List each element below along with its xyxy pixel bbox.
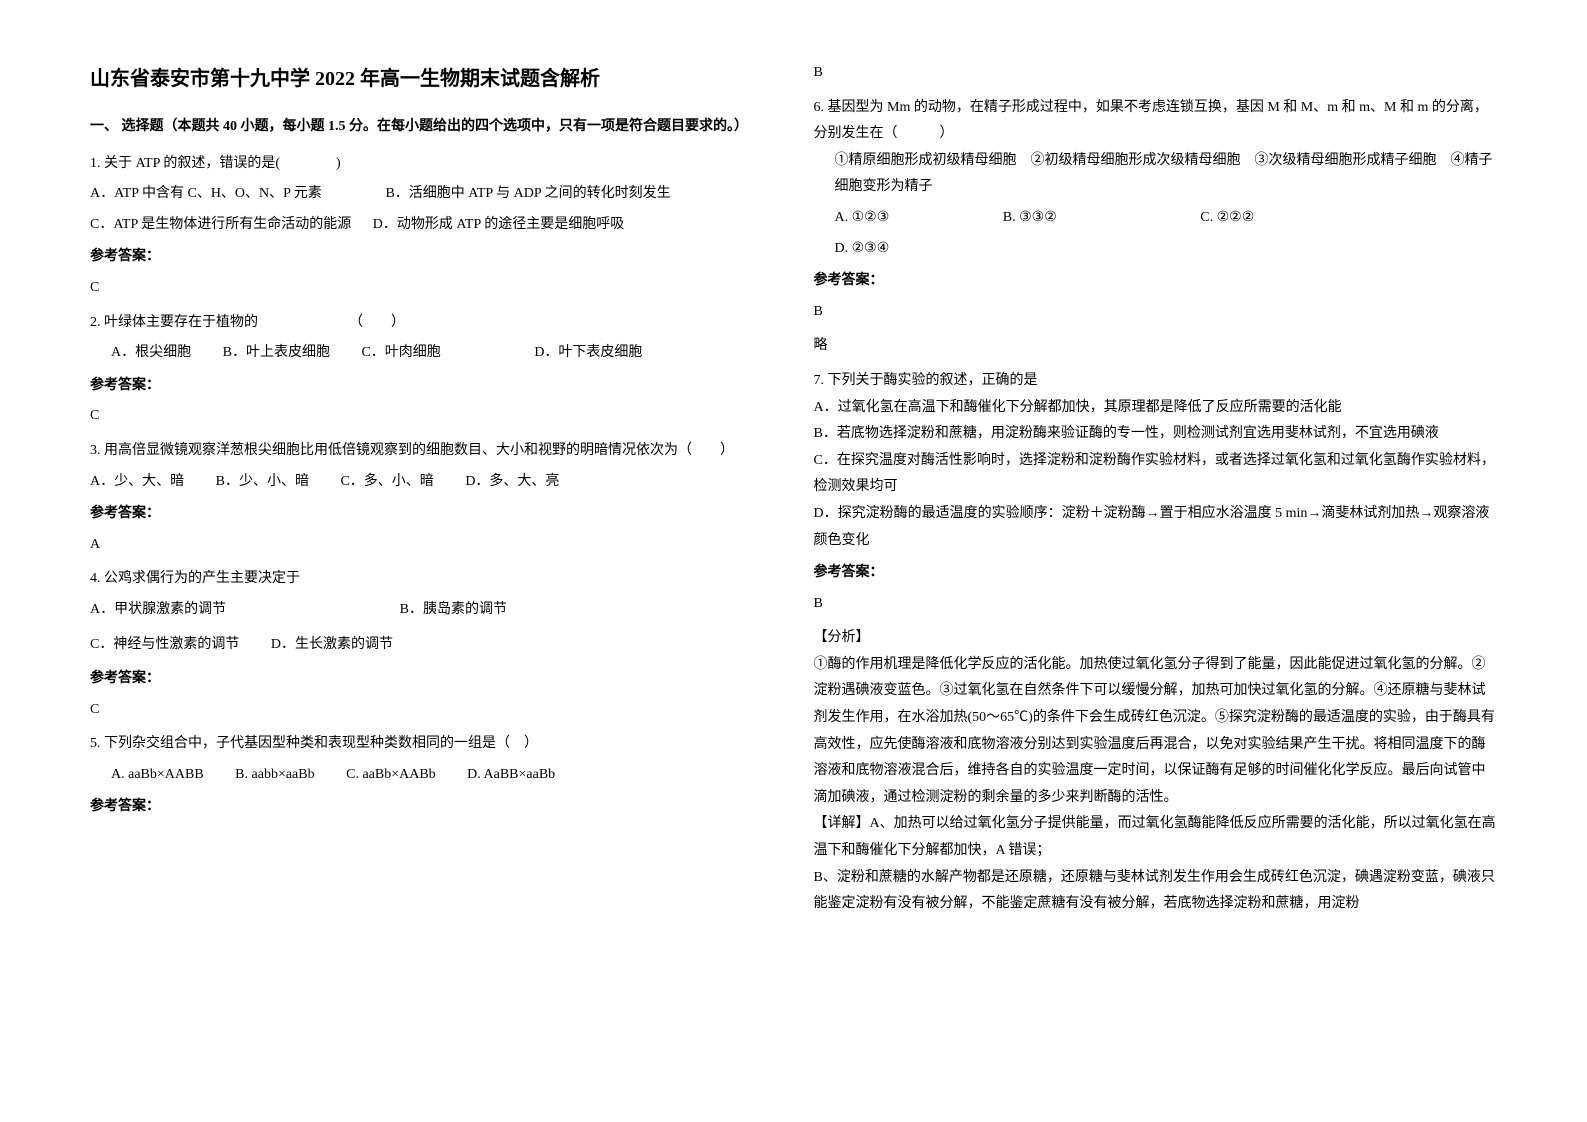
q5-optA: A. aaBb×AABB bbox=[111, 762, 204, 789]
q5-optB: B. aabb×aaBb bbox=[235, 762, 314, 789]
q1-stem: 1. 关于 ATP 的叙述，错误的是( ) bbox=[90, 151, 774, 178]
q6-optD: D. ②③④ bbox=[835, 236, 890, 263]
q5-optD: D. AaBB×aaBb bbox=[467, 762, 555, 789]
q1-answer: C bbox=[90, 275, 774, 302]
doc-title: 山东省泰安市第十九中学 2022 年高一生物期末试题含解析 bbox=[90, 60, 774, 98]
q2-optA: A．根尖细胞 bbox=[111, 340, 191, 367]
q2-optD: D．叶下表皮细胞 bbox=[534, 340, 642, 367]
q1-optC: C．ATP 是生物体进行所有生命活动的能源 bbox=[90, 212, 351, 239]
q3-optB: B．少、小、暗 bbox=[216, 469, 309, 496]
q2-answer: C bbox=[90, 403, 774, 430]
q4-answer-label: 参考答案： bbox=[90, 666, 774, 693]
q7-answer-label: 参考答案： bbox=[814, 560, 1498, 587]
left-column: 山东省泰安市第十九中学 2022 年高一生物期末试题含解析 一、 选择题（本题共… bbox=[90, 60, 774, 1062]
q1-optB: B．活细胞中 ATP 与 ADP 之间的转化时刻发生 bbox=[385, 181, 670, 208]
q6-options-row1: A. ①②③ B. ③③② C. ②②② bbox=[814, 205, 1498, 232]
q7-optA: A．过氧化氢在高温下和酶催化下分解都加快，其原理都是降低了反应所需要的活化能 bbox=[814, 395, 1498, 422]
q5-optC: C. aaBb×AABb bbox=[346, 762, 436, 789]
q4-options-row2: C．神经与性激素的调节 D．生长激素的调节 bbox=[90, 632, 774, 659]
q4-optD: D．生长激素的调节 bbox=[271, 632, 393, 659]
q7-optB: B．若底物选择淀粉和蔗糖，用淀粉酶来验证酶的专一性，则检测试剂宜选用斐林试剂，不… bbox=[814, 421, 1498, 448]
q3-answer: A bbox=[90, 532, 774, 559]
q3-options: A．少、大、暗 B．少、小、暗 C．多、小、暗 D．多、大、亮 bbox=[90, 469, 774, 496]
q4-stem: 4. 公鸡求偶行为的产生主要决定于 bbox=[90, 566, 774, 593]
q6-stem: 6. 基因型为 Mm 的动物，在精子形成过程中，如果不考虑连锁互换，基因 M 和… bbox=[814, 95, 1498, 148]
q3-answer-label: 参考答案： bbox=[90, 501, 774, 528]
question-5: 5. 下列杂交组合中，子代基因型种类和表现型种类数相同的一组是（ ） A. aa… bbox=[90, 731, 774, 788]
q1-answer-label: 参考答案： bbox=[90, 244, 774, 271]
question-7: 7. 下列关于酶实验的叙述，正确的是 A．过氧化氢在高温下和酶催化下分解都加快，… bbox=[814, 368, 1498, 554]
q7-detailA: A、加热可以给过氧化氢分子提供能量，而过氧化氢酶能降低反应所需要的活化能，所以过… bbox=[814, 816, 1496, 858]
q7-stem: 7. 下列关于酶实验的叙述，正确的是 bbox=[814, 368, 1498, 395]
q4-optC: C．神经与性激素的调节 bbox=[90, 632, 239, 659]
q6-options-row2: D. ②③④ bbox=[814, 236, 1498, 263]
q6-optB: B. ③③② bbox=[1003, 205, 1057, 232]
q7-analysis-label: 【分析】 bbox=[814, 625, 1498, 652]
q6-answer-label: 参考答案： bbox=[814, 268, 1498, 295]
q3-optD: D．多、大、亮 bbox=[465, 469, 559, 496]
q4-answer: C bbox=[90, 697, 774, 724]
q3-optC: C．多、小、暗 bbox=[340, 469, 433, 496]
q7-optC: C．在探究温度对酶活性影响时，选择淀粉和淀粉酶作实验材料，或者选择过氧化氢和过氧… bbox=[814, 448, 1498, 501]
q5-answer: B bbox=[814, 60, 1498, 87]
q2-optC: C．叶肉细胞 bbox=[361, 340, 440, 367]
q7-analysis: ①酶的作用机理是降低化学反应的活化能。加热使过氧化氢分子得到了能量，因此能促进过… bbox=[814, 652, 1498, 812]
q1-optA: A．ATP 中含有 C、H、O、N、P 元素 bbox=[90, 181, 322, 208]
q3-stem: 3. 用高倍显微镜观察洋葱根尖细胞比用低倍镜观察到的细胞数目、大小和视野的明暗情… bbox=[90, 438, 774, 465]
question-1: 1. 关于 ATP 的叙述，错误的是( ) A．ATP 中含有 C、H、O、N、… bbox=[90, 151, 774, 239]
detail-label-text: 【详解】 bbox=[814, 816, 870, 831]
q2-answer-label: 参考答案： bbox=[90, 373, 774, 400]
q2-stem: 2. 叶绿体主要存在于植物的 （ ） bbox=[90, 310, 774, 337]
q7-answer: B bbox=[814, 591, 1498, 618]
q2-options: A．根尖细胞 B．叶上表皮细胞 C．叶肉细胞 D．叶下表皮细胞 bbox=[90, 340, 774, 367]
question-3: 3. 用高倍显微镜观察洋葱根尖细胞比用低倍镜观察到的细胞数目、大小和视野的明暗情… bbox=[90, 438, 774, 495]
q6-optC: C. ②②② bbox=[1200, 205, 1254, 232]
q4-optB: B．胰岛素的调节 bbox=[400, 597, 507, 624]
q6-answer: B bbox=[814, 299, 1498, 326]
question-4: 4. 公鸡求偶行为的产生主要决定于 A．甲状腺激素的调节 B．胰岛素的调节 C．… bbox=[90, 566, 774, 658]
q4-optA: A．甲状腺激素的调节 bbox=[90, 597, 226, 624]
q3-optA: A．少、大、暗 bbox=[90, 469, 184, 496]
question-2: 2. 叶绿体主要存在于植物的 （ ） A．根尖细胞 B．叶上表皮细胞 C．叶肉细… bbox=[90, 310, 774, 367]
q4-options-row1: A．甲状腺激素的调节 B．胰岛素的调节 bbox=[90, 597, 774, 624]
q6-items: ①精原细胞形成初级精母细胞 ②初级精母细胞形成次级精母细胞 ③次级精母细胞形成精… bbox=[814, 148, 1498, 201]
q7-optD: D．探究淀粉酶的最适温度的实验顺序：淀粉＋淀粉酶→置于相应水浴温度 5 min→… bbox=[814, 501, 1498, 554]
q7-detailB: B、淀粉和蔗糖的水解产物都是还原糖，还原糖与斐林试剂发生作用会生成砖红色沉淀，碘… bbox=[814, 865, 1498, 918]
question-6: 6. 基因型为 Mm 的动物，在精子形成过程中，如果不考虑连锁互换，基因 M 和… bbox=[814, 95, 1498, 263]
q5-answer-label: 参考答案： bbox=[90, 794, 774, 821]
q1-options-row1: A．ATP 中含有 C、H、O、N、P 元素 B．活细胞中 ATP 与 ADP … bbox=[90, 181, 774, 208]
section-heading: 一、 选择题（本题共 40 小题，每小题 1.5 分。在每小题给出的四个选项中，… bbox=[90, 114, 774, 141]
q7-detail-label: 【详解】A、加热可以给过氧化氢分子提供能量，而过氧化氢酶能降低反应所需要的活化能… bbox=[814, 811, 1498, 864]
q1-options-row2: C．ATP 是生物体进行所有生命活动的能源 D．动物形成 ATP 的途径主要是细… bbox=[90, 212, 774, 239]
q6-optA: A. ①②③ bbox=[835, 205, 890, 232]
right-column: B 6. 基因型为 Mm 的动物，在精子形成过程中，如果不考虑连锁互换，基因 M… bbox=[814, 60, 1498, 1062]
q1-optD: D．动物形成 ATP 的途径主要是细胞呼吸 bbox=[373, 212, 625, 239]
q2-optB: B．叶上表皮细胞 bbox=[223, 340, 330, 367]
q5-options: A. aaBb×AABB B. aabb×aaBb C. aaBb×AABb D… bbox=[90, 762, 774, 789]
q6-omit: 略 bbox=[814, 333, 1498, 360]
q5-stem: 5. 下列杂交组合中，子代基因型种类和表现型种类数相同的一组是（ ） bbox=[90, 731, 774, 758]
